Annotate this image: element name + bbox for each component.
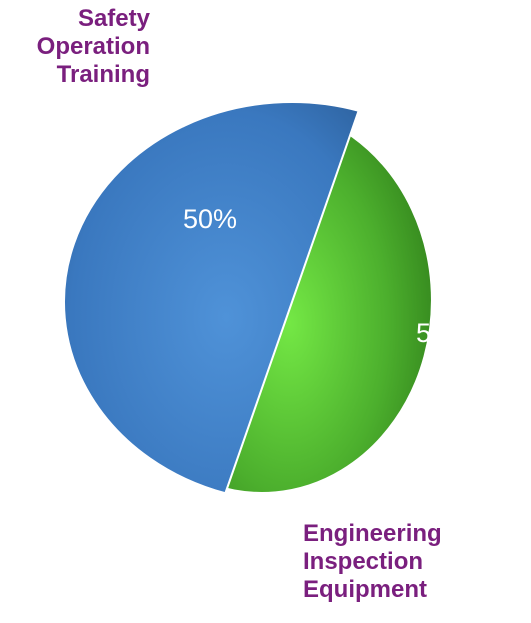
slice-label-safety-operation-training: Safety Operation Training	[36, 5, 150, 88]
pie-slice-1	[211, 114, 433, 494]
slice-label-engineering-inspection-equipment: Engineering Inspection Equipment	[303, 520, 442, 603]
slice-value-label-2: 50%	[416, 318, 470, 348]
slice-value-label-1: 50%	[183, 204, 237, 234]
pie-slice-2	[63, 101, 360, 495]
